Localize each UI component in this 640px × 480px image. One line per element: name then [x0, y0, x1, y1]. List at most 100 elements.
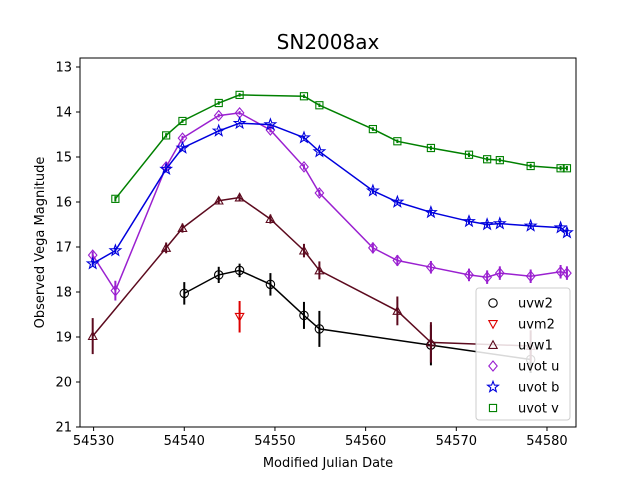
- data-point-uvot-b: [232, 115, 247, 130]
- series-uvot-v: [111, 90, 572, 203]
- data-point-uvw1: [298, 245, 310, 255]
- data-point-uvot-b: [480, 217, 495, 231]
- data-point-uvw1: [213, 195, 224, 205]
- data-point-uvot-u: [482, 271, 493, 284]
- data-point-uvot-v: [178, 116, 187, 126]
- x-tick-label: 54570: [436, 434, 477, 449]
- data-point-uvot-u: [425, 261, 436, 274]
- chart-title: SN2008ax: [277, 30, 380, 54]
- data-point-uvot-v: [495, 156, 504, 165]
- series-line-uvot-v: [114, 94, 567, 200]
- data-point-uvot-u: [494, 267, 505, 279]
- y-tick-label: 19: [55, 331, 72, 346]
- data-point-uvw2: [234, 265, 245, 276]
- data-point-uvot-b: [159, 161, 174, 175]
- y-axis-label: Observed Vega Magnitude: [33, 157, 48, 329]
- data-point-uvot-v: [315, 101, 324, 110]
- data-point-uvot-v: [483, 155, 492, 164]
- legend-label-uvm2: uvm2: [518, 318, 555, 333]
- data-point-uvw1: [265, 213, 276, 224]
- data-point-uvot-v: [214, 98, 223, 108]
- data-point-uvot-u: [110, 284, 121, 297]
- data-point-uvw2: [213, 270, 224, 280]
- y-tick-label: 16: [55, 196, 72, 211]
- data-point-uvot-u: [314, 187, 325, 199]
- data-point-uvot-b: [462, 214, 476, 228]
- data-point-uvot-b: [365, 183, 380, 197]
- data-point-uvot-u: [87, 249, 98, 261]
- x-tick-label: 54560: [345, 434, 386, 449]
- data-point-uvw2: [299, 310, 309, 321]
- data-point-uvot-b: [559, 225, 574, 239]
- y-tick-label: 14: [55, 106, 72, 121]
- data-point-uvot-b: [312, 144, 327, 158]
- data-point-uvot-v: [162, 131, 171, 140]
- data-point-uvot-b: [175, 140, 190, 154]
- data-point-uvot-b: [523, 218, 538, 232]
- series-line-uvot-u: [92, 112, 568, 293]
- data-point-uvot-v: [426, 143, 436, 153]
- data-point-uvot-b: [108, 243, 123, 257]
- data-point-uvot-u: [392, 254, 403, 267]
- plot-frame: [79, 57, 577, 428]
- data-point-uvot-b: [85, 256, 100, 270]
- series-uvm2: [234, 301, 245, 333]
- data-point-uvot-u: [555, 265, 566, 278]
- tick-layer: 54530 54540 54550 54560 54570 54580 13 14 15 16 17…: [55, 61, 567, 450]
- x-axis-label: Modified Julian Date: [263, 456, 393, 471]
- data-point-uvot-v: [556, 164, 565, 173]
- data-point-uvot-v: [464, 150, 474, 159]
- data-point-uvot-v: [111, 194, 120, 203]
- data-point-uvw2: [314, 324, 325, 334]
- data-point-uvw1: [177, 222, 188, 233]
- data-point-uvot-b: [390, 194, 405, 208]
- series-line-uvw2: [183, 269, 531, 361]
- data-point-uvw1: [425, 337, 437, 347]
- data-point-uvw1: [160, 242, 172, 252]
- data-point-uvw1: [392, 305, 403, 315]
- data-point-uvot-b: [423, 205, 438, 219]
- y-tick-label: 18: [55, 286, 72, 301]
- data-point-uvot-v: [526, 161, 535, 171]
- data-point-uvot-v: [299, 92, 309, 101]
- data-point-uvot-v: [368, 124, 378, 134]
- data-point-uvot-u: [213, 109, 224, 122]
- data-point-uvw2: [265, 279, 276, 290]
- data-point-uvot-u: [464, 269, 474, 281]
- y-tick-label: 13: [55, 61, 72, 76]
- data-point-uvot-b: [553, 220, 568, 234]
- legend-label-uvw1: uvw1: [518, 339, 553, 354]
- x-tick-label: 54530: [73, 434, 114, 449]
- data-point-uvot-v: [393, 137, 402, 146]
- x-tick-label: 54550: [254, 434, 295, 449]
- legend-label-uvot-v: uvot v: [518, 402, 559, 417]
- data-point-uvw2: [179, 288, 190, 299]
- legend-marker-uvot-v: [488, 403, 498, 413]
- data-point-uvw1: [87, 330, 98, 341]
- y-tick-label: 15: [55, 151, 72, 166]
- legend: uvw2 uvm2 uvw1 uvot u uvot b uvot v: [475, 287, 571, 421]
- data-point-uvot-v: [562, 164, 572, 173]
- series-uvot-b: [85, 115, 574, 270]
- legend-label-uvot-b: uvot b: [518, 381, 559, 396]
- data-point-uvot-b: [492, 216, 507, 230]
- data-point-uvot-v: [235, 90, 244, 100]
- legend-marker-uvot-u: [488, 360, 498, 372]
- x-tick-label: 54540: [164, 434, 205, 449]
- data-point-uvw1: [234, 192, 245, 202]
- data-point-uvot-b: [297, 130, 311, 144]
- data-point-uvot-b: [211, 123, 226, 137]
- data-point-uvot-u: [367, 242, 378, 254]
- legend-box: [475, 287, 571, 421]
- data-point-uvot-u: [561, 267, 572, 279]
- y-tick-label: 17: [55, 241, 72, 256]
- legend-marker-uvot-b: [486, 379, 500, 393]
- data-point-uvm2: [234, 312, 245, 323]
- y-tick-label: 20: [55, 376, 72, 391]
- legend-label-uvw2: uvw2: [518, 297, 553, 312]
- legend-marker-uvm2: [487, 320, 499, 330]
- data-point-uvot-b: [263, 117, 278, 131]
- x-tick-label: 54580: [526, 434, 567, 449]
- y-tick-label: 21: [55, 421, 72, 436]
- legend-marker-uvw1: [487, 339, 499, 349]
